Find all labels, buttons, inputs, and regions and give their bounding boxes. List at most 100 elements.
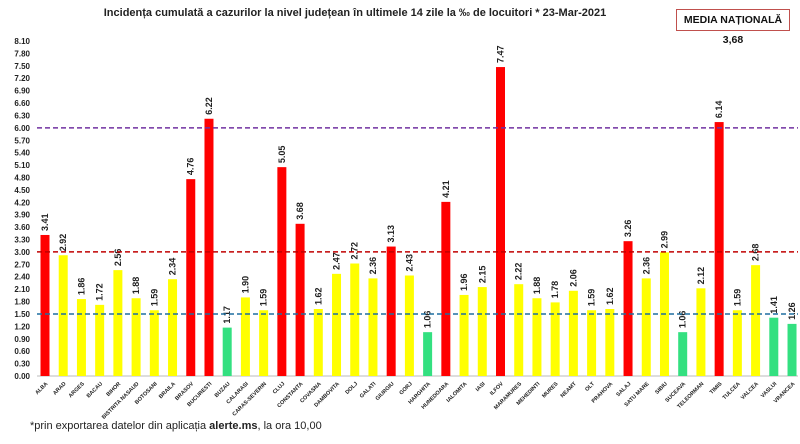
- y-tick-label: 7.20: [14, 74, 30, 83]
- category-label: TULCEA: [722, 381, 742, 401]
- bar-braila: [168, 279, 178, 376]
- category-label: CLUJ: [272, 381, 286, 395]
- category-label: GORJ: [399, 381, 414, 396]
- bar-buzau: [222, 327, 232, 376]
- value-label: 3.68: [295, 202, 305, 220]
- y-tick-label: 2.10: [14, 285, 30, 294]
- value-label: 1.06: [423, 311, 433, 329]
- value-label: 2.68: [751, 244, 761, 262]
- y-tick-label: 0.00: [14, 372, 30, 381]
- value-label: 7.47: [496, 46, 506, 64]
- category-label: NEAMT: [560, 381, 579, 400]
- bar-galati: [368, 278, 378, 376]
- y-tick-label: 7.80: [14, 49, 30, 58]
- category-label: VALCEA: [740, 381, 760, 401]
- footnote: *prin exportarea datelor din aplicația a…: [30, 420, 322, 432]
- value-label: 1.90: [240, 276, 250, 294]
- value-label: 1.59: [732, 289, 742, 307]
- category-label: ALBA: [34, 381, 49, 396]
- y-tick-label: 0.90: [14, 335, 30, 344]
- category-label: MURES: [541, 381, 560, 400]
- bar-dambovita: [332, 273, 342, 376]
- y-tick-label: 8.10: [14, 37, 30, 46]
- value-label: 2.56: [113, 249, 123, 267]
- category-label: SIBIU: [654, 381, 669, 396]
- value-label: 3.13: [386, 225, 396, 243]
- bar-botosani: [149, 310, 159, 376]
- y-tick-label: 5.40: [14, 149, 30, 158]
- bar-harghita: [423, 332, 433, 376]
- value-label: 1.72: [95, 283, 105, 301]
- bar-giurgiu: [386, 246, 396, 376]
- chart-title: Incidența cumulată a cazurilor la nivel …: [103, 7, 607, 19]
- value-label: 2.12: [696, 267, 706, 285]
- bar-iasi: [477, 287, 487, 376]
- bar-bacau: [95, 304, 105, 376]
- bar-ialomita: [459, 294, 469, 376]
- bar-prahova: [605, 309, 615, 376]
- footnote-time: , la ora 10,00: [257, 420, 322, 432]
- value-label: 1.62: [605, 287, 615, 305]
- bar-vrancea: [787, 323, 797, 376]
- bar-brasov: [186, 179, 196, 376]
- value-label: 1.96: [459, 273, 469, 291]
- bar-arad: [58, 255, 68, 376]
- value-label: 2.22: [514, 263, 524, 281]
- y-tick-label: 1.20: [14, 322, 30, 331]
- bar-olt: [587, 310, 597, 376]
- y-tick-label: 5.70: [14, 136, 30, 145]
- category-label: BUZAU: [214, 381, 232, 399]
- y-tick-label: 1.80: [14, 298, 30, 307]
- value-label: 1.62: [313, 287, 323, 305]
- value-label: 2.36: [641, 257, 651, 275]
- bar-dolj: [350, 263, 360, 376]
- value-label: 2.47: [332, 252, 342, 270]
- category-label: CARAS-SEVERIN: [232, 381, 268, 417]
- bar-bistrita-nasaud: [131, 298, 141, 376]
- category-label: BACAU: [86, 381, 104, 399]
- y-tick-label: 4.80: [14, 173, 30, 182]
- category-label: OLT: [584, 381, 596, 393]
- y-tick-label: 6.00: [14, 124, 30, 133]
- bar-bucuresti: [204, 118, 214, 377]
- y-tick-label: 5.10: [14, 161, 30, 170]
- bar-arges: [76, 299, 86, 376]
- value-label: 1.26: [787, 302, 797, 320]
- bar-covasna: [313, 309, 323, 376]
- bar-suceava: [678, 332, 688, 376]
- bar-calarasi: [240, 297, 250, 376]
- value-label: 1.59: [587, 289, 597, 307]
- value-label: 1.78: [550, 281, 560, 299]
- y-tick-label: 0.60: [14, 347, 30, 356]
- y-tick-label: 3.30: [14, 236, 30, 245]
- y-tick-label: 6.30: [14, 111, 30, 120]
- category-label: GIURGIU: [375, 381, 396, 402]
- bar-mehedinti: [532, 298, 542, 376]
- value-label: 2.06: [568, 269, 578, 287]
- category-label: ARAD: [52, 381, 67, 396]
- bar-tulcea: [732, 310, 742, 376]
- bar-chart: 0.00 0.30 0.60 0.90 1.20 1.50 1.80 2.10 2.40 2.70…: [14, 37, 798, 420]
- value-label: 1.88: [532, 277, 542, 295]
- value-label: 4.76: [186, 158, 196, 176]
- value-label: 6.22: [204, 97, 214, 115]
- bar-maramures: [514, 284, 524, 376]
- value-label: 2.99: [659, 231, 669, 249]
- value-label: 1.88: [131, 277, 141, 295]
- category-label: BIHOR: [106, 381, 123, 398]
- value-label: 1.86: [76, 278, 86, 296]
- value-label: 2.36: [368, 257, 378, 275]
- value-label: 3.26: [623, 220, 633, 238]
- bar-valcea: [751, 265, 761, 376]
- y-tick-label: 0.30: [14, 360, 30, 369]
- value-label: 5.05: [277, 146, 287, 164]
- bar-satu-mare: [641, 278, 651, 376]
- y-tick-label: 7.50: [14, 62, 30, 71]
- value-label: 2.72: [350, 242, 360, 260]
- category-label: IASI: [475, 381, 487, 393]
- bar-mures: [550, 302, 560, 376]
- bar-timis: [714, 122, 724, 376]
- bar-salaj: [623, 241, 633, 376]
- bar-neamt: [568, 290, 578, 376]
- value-label: 1.06: [678, 311, 688, 329]
